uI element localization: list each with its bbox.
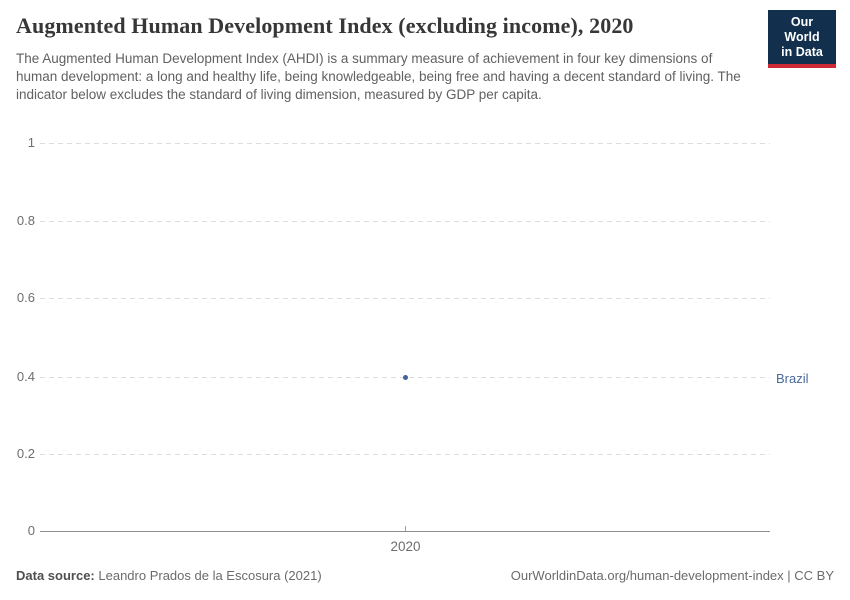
y-axis-tick-label: 0.4 bbox=[16, 369, 35, 384]
data-source-label: Data source: bbox=[16, 568, 95, 583]
owid-logo: Our World in Data bbox=[768, 10, 836, 68]
y-axis-tick-label: 0.8 bbox=[16, 213, 35, 228]
x-axis-tick-label: 2020 bbox=[390, 539, 421, 554]
data-source-value: Leandro Prados de la Escosura (2021) bbox=[98, 568, 322, 583]
x-axis-line bbox=[40, 531, 770, 532]
gridline bbox=[40, 454, 770, 455]
owid-logo-line2: in Data bbox=[781, 45, 823, 59]
gridline bbox=[40, 298, 770, 299]
attribution-link[interactable]: OurWorldinData.org/human-development-ind… bbox=[510, 568, 834, 583]
entity-label-brazil: Brazil bbox=[776, 371, 809, 386]
y-axis-tick-label: 1 bbox=[27, 135, 35, 150]
y-axis-tick-label: 0.2 bbox=[16, 446, 35, 461]
chart-title: Augmented Human Development Index (exclu… bbox=[16, 13, 634, 38]
gridline bbox=[40, 221, 770, 222]
y-axis-tick-label: 0 bbox=[27, 523, 35, 538]
chart-footer: Data source: Leandro Prados de la Escosu… bbox=[16, 568, 834, 583]
data-source: Data source: Leandro Prados de la Escosu… bbox=[16, 568, 322, 583]
chart-subtitle: The Augmented Human Development Index (A… bbox=[16, 51, 741, 102]
data-point-brazil bbox=[403, 375, 408, 380]
gridline bbox=[40, 143, 770, 144]
x-axis-tick-mark bbox=[405, 526, 406, 531]
owid-logo-line1: Our World bbox=[784, 15, 820, 44]
y-axis-tick-label: 0.6 bbox=[16, 290, 35, 305]
